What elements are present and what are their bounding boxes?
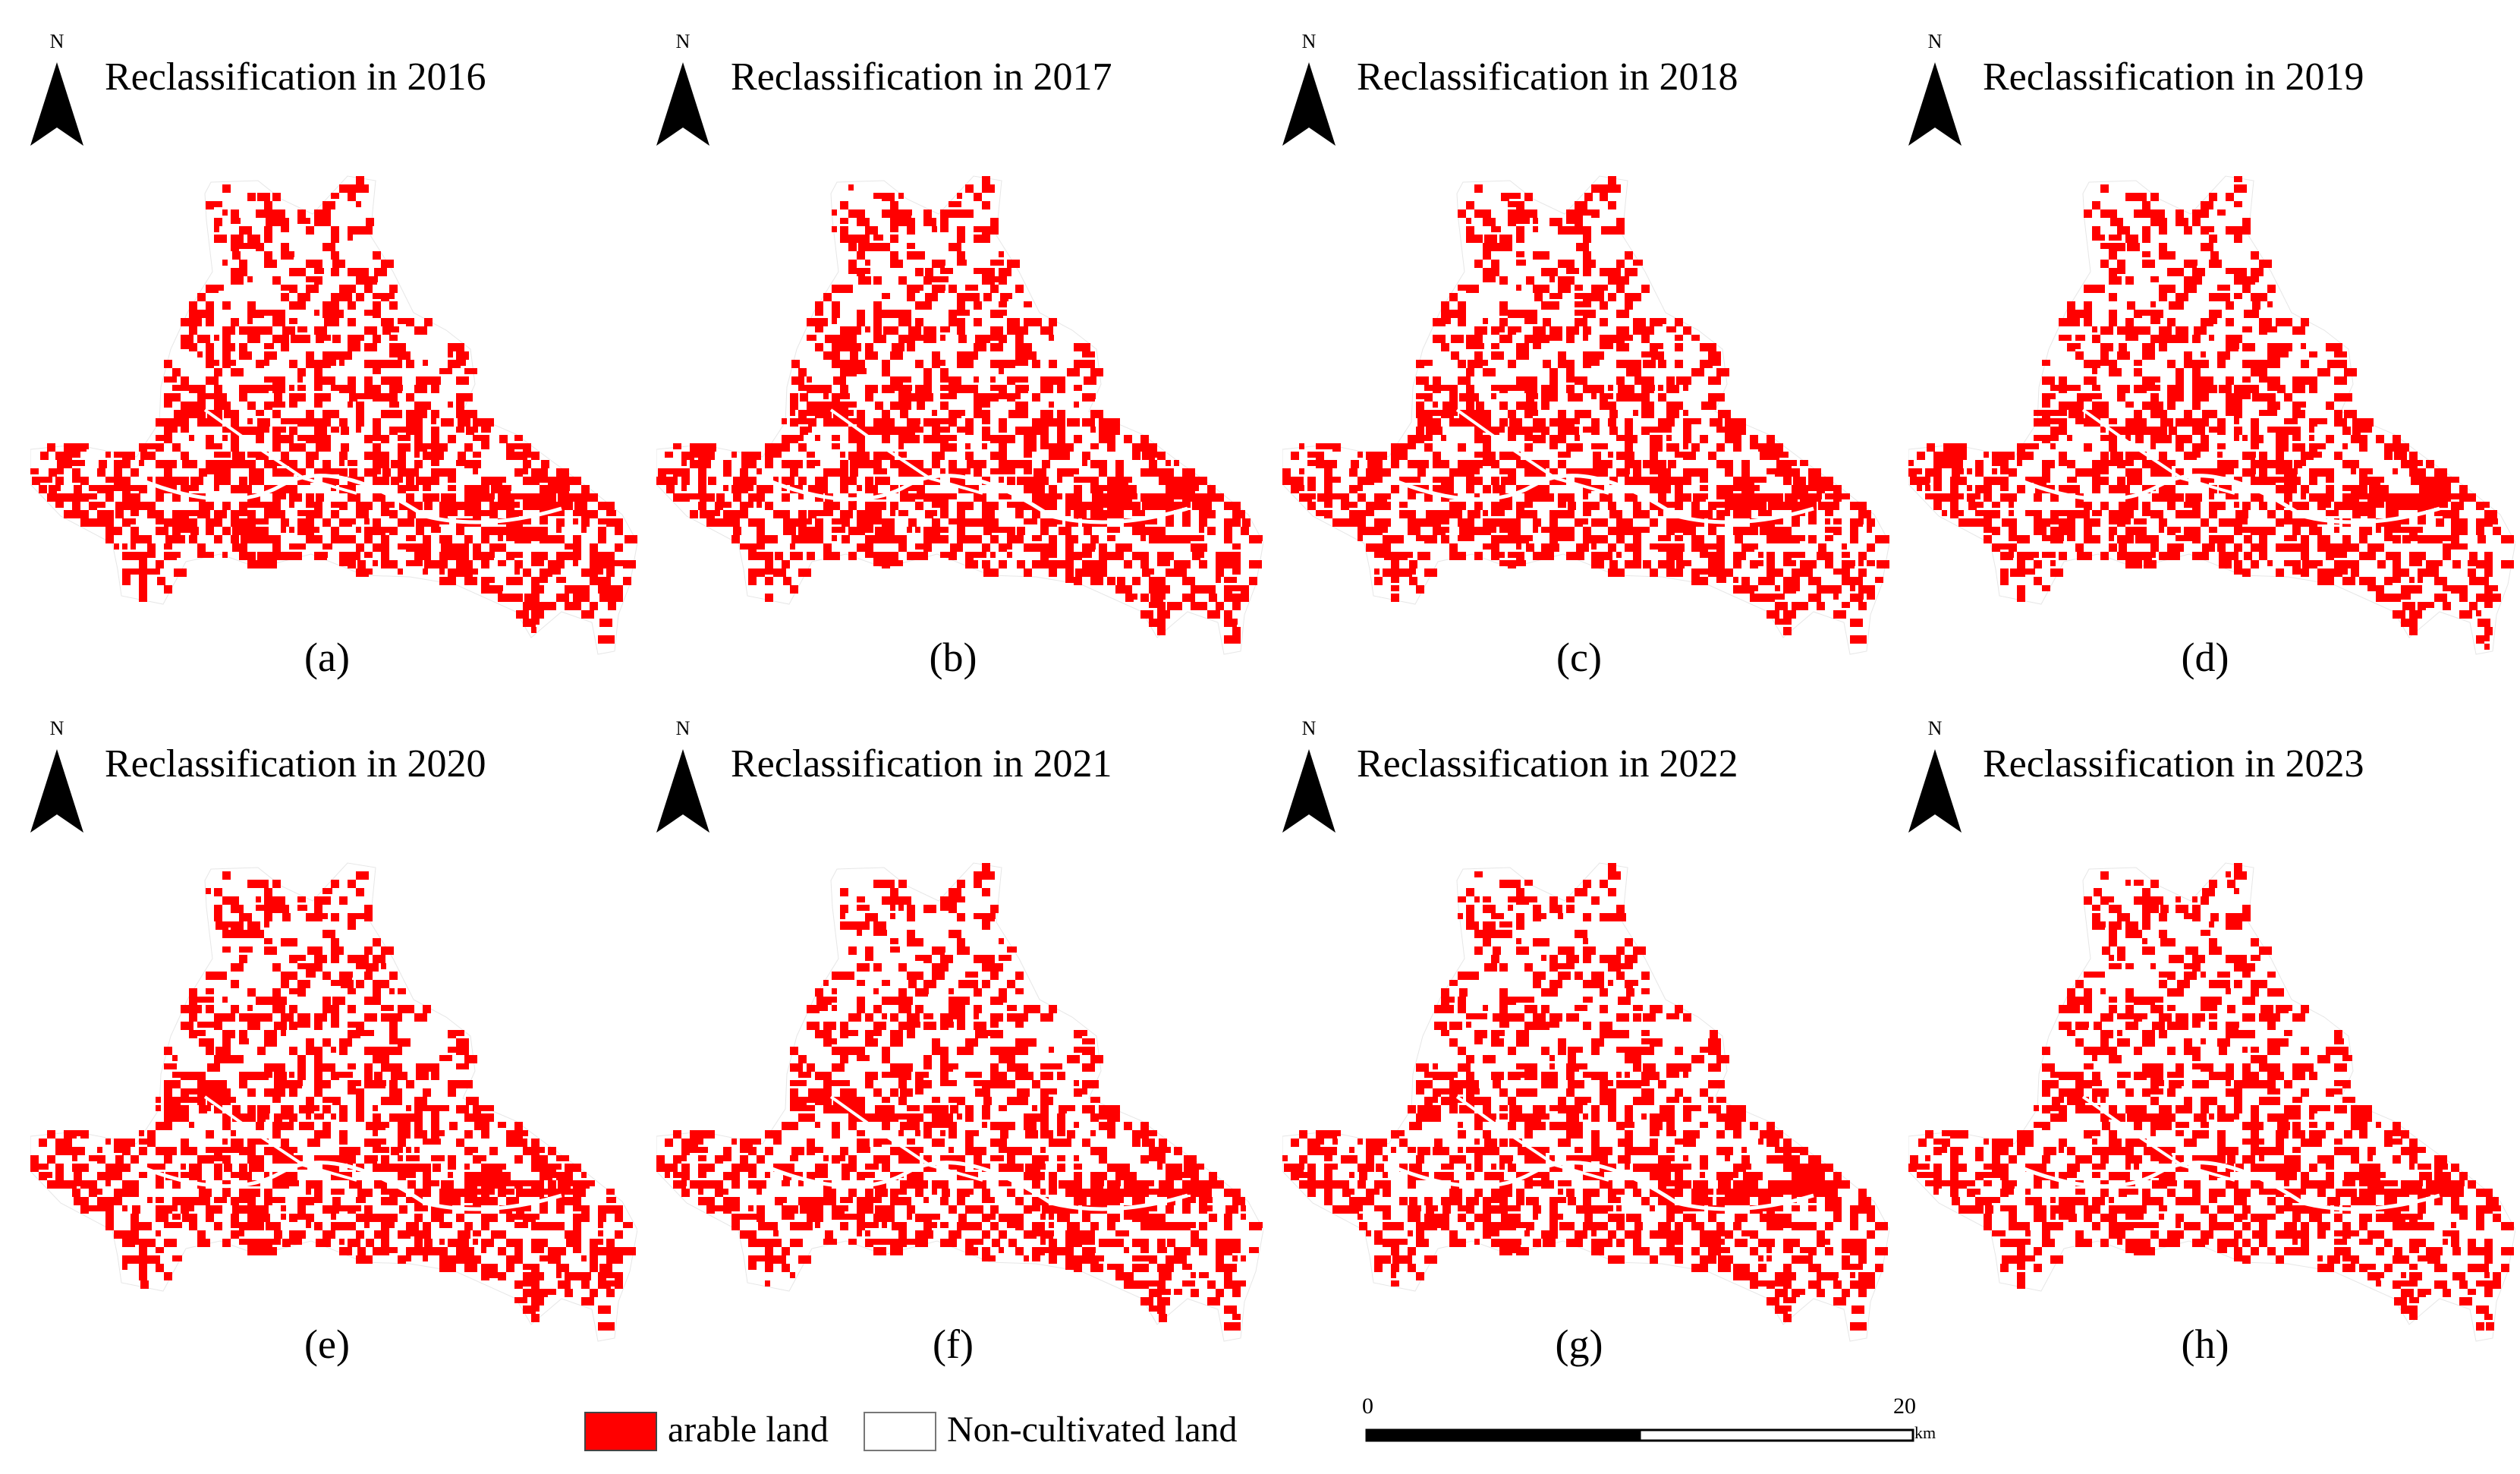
arable-land-patches [1908, 176, 2514, 650]
road-line [829, 1095, 983, 1182]
map-panel: N Reclassification in 2020 (e) [15, 702, 639, 1389]
river-line [1388, 1161, 1814, 1211]
scale-start-label: 0 [1362, 1394, 1373, 1419]
north-label: N [1927, 717, 1943, 739]
north-label: N [49, 30, 64, 52]
panel-title: Reclassification in 2021 [731, 742, 1112, 786]
panel-title: Reclassification in 2019 [1983, 55, 2364, 99]
scale-end-label: 20 [1893, 1394, 1916, 1419]
road-line [829, 408, 983, 495]
arable-land-map [1908, 175, 2515, 655]
river-line [136, 1161, 562, 1211]
river-line [1388, 474, 1814, 524]
map-panel: N Reclassification in 2023 (h) [1893, 702, 2517, 1389]
road-line [2081, 1095, 2235, 1182]
scale-bar: 0 20 km [1362, 1394, 1939, 1454]
north-arrow-icon [1908, 749, 1962, 833]
panel-label: (f) [933, 1321, 974, 1367]
arable-land-map [1908, 862, 2515, 1342]
arable-land-patches [656, 176, 1263, 644]
panel-title: Reclassification in 2023 [1983, 742, 2364, 786]
arable-land-map [30, 175, 637, 655]
panel-title: Reclassification in 2016 [105, 55, 486, 99]
arable-land-map [30, 862, 637, 1342]
north-label: N [675, 717, 691, 739]
north-arrow-icon [30, 749, 83, 833]
river-line [2014, 1161, 2440, 1211]
north-arrow: N [656, 30, 709, 152]
north-arrow: N [1282, 717, 1336, 839]
north-label: N [49, 717, 64, 739]
north-arrow: N [30, 30, 83, 152]
north-arrow-icon [1908, 62, 1962, 146]
north-arrow: N [1282, 30, 1336, 152]
river-line [2014, 474, 2440, 524]
arable-land-swatch [584, 1412, 657, 1451]
panel-label: (e) [304, 1321, 350, 1367]
map-panel: N Reclassification in 2022 (g) [1267, 702, 1891, 1389]
river-line [762, 1161, 1188, 1211]
north-label: N [1301, 30, 1317, 52]
scale-bar-graphic [1365, 1428, 1914, 1442]
north-arrow: N [1908, 717, 1962, 839]
north-arrow: N [30, 717, 83, 839]
north-arrow: N [656, 717, 709, 839]
panel-label: (d) [2181, 635, 2229, 680]
river-line [136, 474, 562, 524]
road-line [1455, 408, 1609, 495]
arable-land-label: arable land [668, 1409, 829, 1450]
north-arrow-icon [1282, 62, 1336, 146]
non-cultivated-land-label: Non-cultivated land [947, 1409, 1238, 1450]
north-label: N [1301, 717, 1317, 739]
panel-label: (g) [1555, 1321, 1603, 1367]
north-arrow-icon [1282, 749, 1336, 833]
scale-unit-label: km [1914, 1423, 1936, 1442]
map-panel: N Reclassification in 2018 (c) [1267, 15, 1891, 702]
panel-label: (c) [1556, 635, 1602, 680]
road-line [2081, 408, 2235, 495]
north-arrow: N [1908, 30, 1962, 152]
road-line [203, 408, 357, 495]
river-line [762, 474, 1188, 524]
north-arrow-icon [656, 749, 709, 833]
north-arrow-icon [30, 62, 83, 146]
map-panel: N Reclassification in 2017 (b) [641, 15, 1265, 702]
arable-land-patches [30, 176, 637, 644]
panel-label: (b) [929, 635, 977, 680]
arable-land-patches [1282, 863, 1888, 1331]
arable-land-map [1282, 862, 1889, 1342]
road-line [1455, 1095, 1609, 1182]
north-arrow-icon [656, 62, 709, 146]
road-line [203, 1095, 357, 1182]
panel-label: (h) [2181, 1321, 2229, 1367]
arable-land-map [656, 175, 1263, 655]
arable-land-map [656, 862, 1263, 1342]
map-panel: N Reclassification in 2016 (a) [15, 15, 639, 702]
north-label: N [1927, 30, 1943, 52]
non-cultivated-land-swatch [864, 1412, 936, 1451]
arable-land-patches [30, 871, 636, 1331]
panel-title: Reclassification in 2018 [1357, 55, 1738, 99]
map-panel: N Reclassification in 2019 (d) [1893, 15, 2517, 702]
arable-land-patches [1908, 863, 2514, 1331]
panel-title: Reclassification in 2020 [105, 742, 486, 786]
map-panel: N Reclassification in 2021 (f) [641, 702, 1265, 1389]
panel-title: Reclassification in 2017 [731, 55, 1112, 99]
arable-land-map [1282, 175, 1889, 655]
panel-label: (a) [304, 635, 350, 680]
panel-title: Reclassification in 2022 [1357, 742, 1738, 786]
arable-land-patches [656, 863, 1263, 1331]
north-label: N [675, 30, 691, 52]
